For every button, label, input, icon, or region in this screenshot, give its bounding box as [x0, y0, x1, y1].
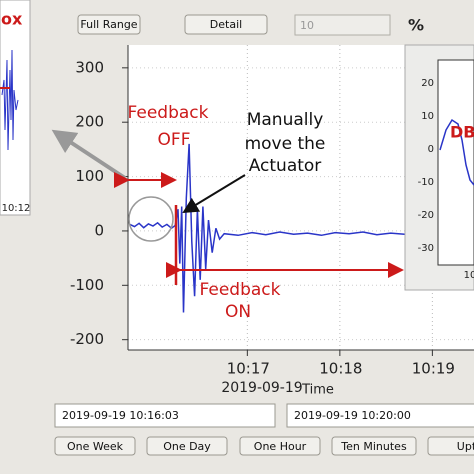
date-value: 2019-09-19 10:16:03	[62, 409, 179, 422]
annotation: Feedback	[128, 103, 209, 123]
zoom-arrow	[51, 129, 127, 180]
panel-tick: 10:12	[2, 203, 31, 214]
right-panel: DB 10 20 10 0 -10 -20 -30	[404, 44, 474, 291]
button[interactable]: Full Range	[77, 14, 141, 35]
panel-tick: -10	[418, 177, 434, 188]
left-panel: ox 10:12	[0, 0, 31, 216]
y-tick-label: 0	[94, 221, 104, 239]
preset-button[interactable]: One Week	[54, 436, 136, 456]
annotation: Actuator	[249, 156, 322, 176]
panel-tick: 10	[464, 270, 474, 281]
preset-button[interactable]: Upti	[427, 436, 474, 456]
button[interactable]: Detail	[184, 14, 268, 35]
date-input[interactable]	[286, 403, 474, 428]
highlight-circle	[128, 196, 174, 242]
button-label: One Hour	[254, 440, 307, 453]
preset-button[interactable]: One Day	[146, 436, 228, 456]
panel-tick: 0	[428, 144, 434, 155]
annotation: Feedback	[200, 280, 281, 300]
y-tick-label: 200	[75, 113, 104, 131]
button-frame	[54, 436, 136, 456]
panel-tick: 20	[421, 78, 434, 89]
button-label: Upti	[457, 440, 474, 453]
button-label: One Day	[163, 440, 211, 453]
button-label: Full Range	[80, 18, 137, 31]
panel-signal	[439, 118, 474, 186]
date-value: 2019-09-19 10:20:00	[294, 409, 411, 422]
x-tick-label: 10:18	[319, 360, 362, 378]
panel-signal	[1, 49, 19, 151]
panel-label: DB	[450, 123, 474, 142]
button-frame	[146, 436, 228, 456]
y-tick-label: -200	[70, 330, 104, 348]
x-tick-label: 10:17	[227, 360, 270, 378]
unit: %	[408, 16, 424, 35]
y-tick-label: 100	[75, 167, 104, 185]
button-label: Detail	[210, 18, 242, 31]
panel-tick: 10	[421, 111, 434, 122]
button-label: Ten Minutes	[340, 440, 407, 453]
y-tick-label: 300	[75, 58, 104, 76]
text-input[interactable]	[294, 14, 391, 36]
annotation: Manually	[247, 110, 324, 130]
y-tick-label: -100	[70, 276, 104, 294]
annotation: OFF	[158, 130, 191, 150]
preset-button[interactable]: Ten Minutes	[331, 436, 417, 456]
x-date: 2019-09-19	[221, 380, 302, 396]
button-frame	[239, 436, 321, 456]
annotation: ON	[225, 302, 251, 322]
date-input[interactable]	[54, 403, 276, 428]
button-frame	[427, 436, 474, 456]
button-frame	[331, 436, 417, 456]
annotation: move the	[245, 134, 326, 154]
input-value: 10	[300, 19, 314, 32]
panel-label: ox	[1, 10, 23, 29]
panel-tick: -30	[418, 243, 434, 254]
panel-tick: -20	[418, 210, 434, 221]
x-tick-label: 10:19	[412, 360, 455, 378]
preset-button[interactable]: One Hour	[239, 436, 321, 456]
button-label: One Week	[67, 440, 124, 453]
x-label: Time	[301, 383, 334, 398]
series-line	[129, 143, 474, 313]
actuator-arrow	[182, 174, 246, 214]
